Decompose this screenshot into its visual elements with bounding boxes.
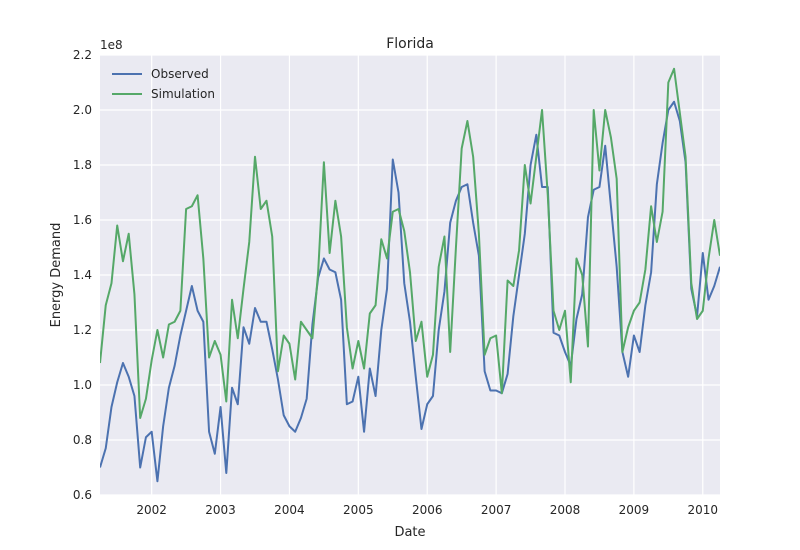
y-tick-label: 2.0	[73, 103, 92, 117]
y-tick-label: 1.0	[73, 378, 92, 392]
x-tick-label: 2007	[481, 503, 512, 517]
y-tick-label: 0.8	[73, 433, 92, 447]
y-tick-label: 1.4	[73, 268, 92, 282]
legend-label-observed: Observed	[151, 67, 209, 81]
y-tick-label: 1.6	[73, 213, 92, 227]
x-tick-label: 2004	[274, 503, 305, 517]
y-tick-label: 0.6	[73, 488, 92, 502]
y-tick-label: 1.8	[73, 158, 92, 172]
series-line-simulation	[100, 67, 720, 419]
x-axis-label: Date	[394, 525, 425, 540]
y-axis-label: Energy Demand	[49, 223, 64, 328]
x-tick-labels: 2002 2003 2004 2005 2006 2007 2008 2009 2010	[136, 503, 718, 517]
y-tick-label: 2.2	[73, 48, 92, 62]
x-tick-label: 2005	[343, 503, 374, 517]
x-tick-label: 2008	[550, 503, 581, 517]
legend: Observed Simulation	[112, 67, 215, 101]
x-tick-label: 2003	[205, 503, 236, 517]
x-tick-label: 2006	[412, 503, 443, 517]
x-tick-label: 2009	[619, 503, 650, 517]
y-offset-label: 1e8	[100, 38, 123, 52]
x-tick-label: 2010	[688, 503, 719, 517]
x-tick-label: 2002	[136, 503, 167, 517]
series-layer	[100, 67, 720, 483]
y-tick-label: 1.2	[73, 323, 92, 337]
y-tick-labels: 0.6 0.8 1.0 1.2 1.4 1.6 1.8 2.0 2.2	[73, 48, 92, 502]
series-line-observed	[100, 100, 720, 483]
legend-label-simulation: Simulation	[151, 87, 215, 101]
chart-title: Florida	[386, 36, 434, 52]
